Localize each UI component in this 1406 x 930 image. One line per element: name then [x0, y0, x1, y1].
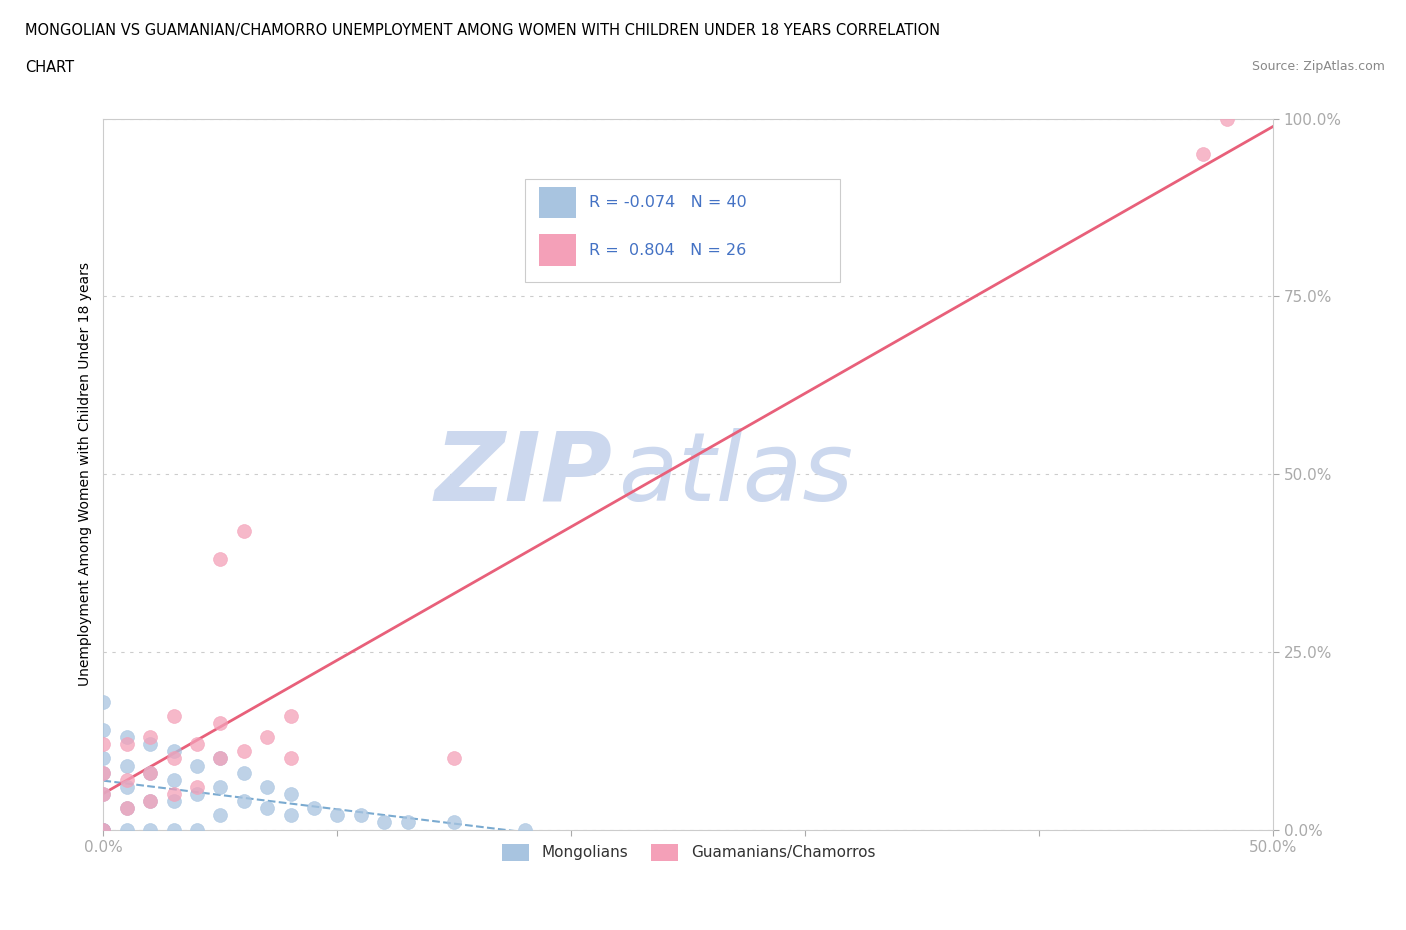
- Point: [373, 815, 395, 830]
- FancyBboxPatch shape: [524, 179, 841, 282]
- Text: ZIP: ZIP: [434, 428, 613, 521]
- Point: [162, 793, 184, 808]
- Text: R = -0.074   N = 40: R = -0.074 N = 40: [589, 195, 747, 210]
- Point: [256, 779, 278, 794]
- Point: [115, 773, 138, 788]
- Point: [232, 524, 254, 538]
- Legend: Mongolians, Guamanians/Chamorros: Mongolians, Guamanians/Chamorros: [494, 836, 883, 869]
- Point: [186, 822, 208, 837]
- Point: [209, 779, 232, 794]
- Point: [162, 751, 184, 766]
- Point: [326, 808, 349, 823]
- Text: MONGOLIAN VS GUAMANIAN/CHAMORRO UNEMPLOYMENT AMONG WOMEN WITH CHILDREN UNDER 18 : MONGOLIAN VS GUAMANIAN/CHAMORRO UNEMPLOY…: [25, 23, 941, 38]
- Text: R =  0.804   N = 26: R = 0.804 N = 26: [589, 243, 747, 258]
- Point: [1215, 112, 1237, 126]
- Point: [93, 822, 115, 837]
- Point: [93, 694, 115, 709]
- Point: [443, 815, 465, 830]
- Point: [186, 779, 208, 794]
- Point: [93, 737, 115, 751]
- Point: [93, 723, 115, 737]
- Point: [256, 730, 278, 745]
- Point: [280, 709, 302, 724]
- Point: [139, 793, 162, 808]
- Point: [256, 801, 278, 816]
- Text: Source: ZipAtlas.com: Source: ZipAtlas.com: [1251, 60, 1385, 73]
- Point: [209, 751, 232, 766]
- Point: [162, 787, 184, 802]
- Point: [93, 822, 115, 837]
- Point: [115, 737, 138, 751]
- Point: [115, 801, 138, 816]
- Point: [93, 787, 115, 802]
- Point: [1192, 147, 1215, 162]
- Point: [93, 765, 115, 780]
- Point: [139, 737, 162, 751]
- Point: [93, 822, 115, 837]
- FancyBboxPatch shape: [538, 187, 576, 219]
- Text: atlas: atlas: [619, 428, 853, 521]
- Point: [115, 758, 138, 773]
- Point: [232, 744, 254, 759]
- Point: [302, 801, 325, 816]
- Point: [186, 758, 208, 773]
- Point: [115, 730, 138, 745]
- Point: [162, 822, 184, 837]
- Point: [209, 808, 232, 823]
- Point: [93, 787, 115, 802]
- Point: [280, 808, 302, 823]
- Point: [139, 765, 162, 780]
- Point: [115, 822, 138, 837]
- Point: [162, 744, 184, 759]
- Point: [93, 765, 115, 780]
- Text: CHART: CHART: [25, 60, 75, 75]
- Point: [280, 787, 302, 802]
- Point: [443, 751, 465, 766]
- Y-axis label: Unemployment Among Women with Children Under 18 years: Unemployment Among Women with Children U…: [79, 262, 93, 686]
- Point: [280, 751, 302, 766]
- Point: [115, 801, 138, 816]
- Point: [396, 815, 419, 830]
- Point: [209, 715, 232, 730]
- Point: [93, 822, 115, 837]
- Point: [186, 737, 208, 751]
- Point: [139, 765, 162, 780]
- Point: [232, 765, 254, 780]
- Point: [513, 822, 536, 837]
- Point: [139, 793, 162, 808]
- Point: [209, 552, 232, 567]
- Point: [93, 751, 115, 766]
- Point: [209, 751, 232, 766]
- Point: [162, 773, 184, 788]
- Point: [232, 793, 254, 808]
- Point: [162, 709, 184, 724]
- Point: [186, 787, 208, 802]
- Point: [139, 822, 162, 837]
- Point: [115, 779, 138, 794]
- Point: [139, 730, 162, 745]
- Point: [350, 808, 373, 823]
- FancyBboxPatch shape: [538, 234, 576, 266]
